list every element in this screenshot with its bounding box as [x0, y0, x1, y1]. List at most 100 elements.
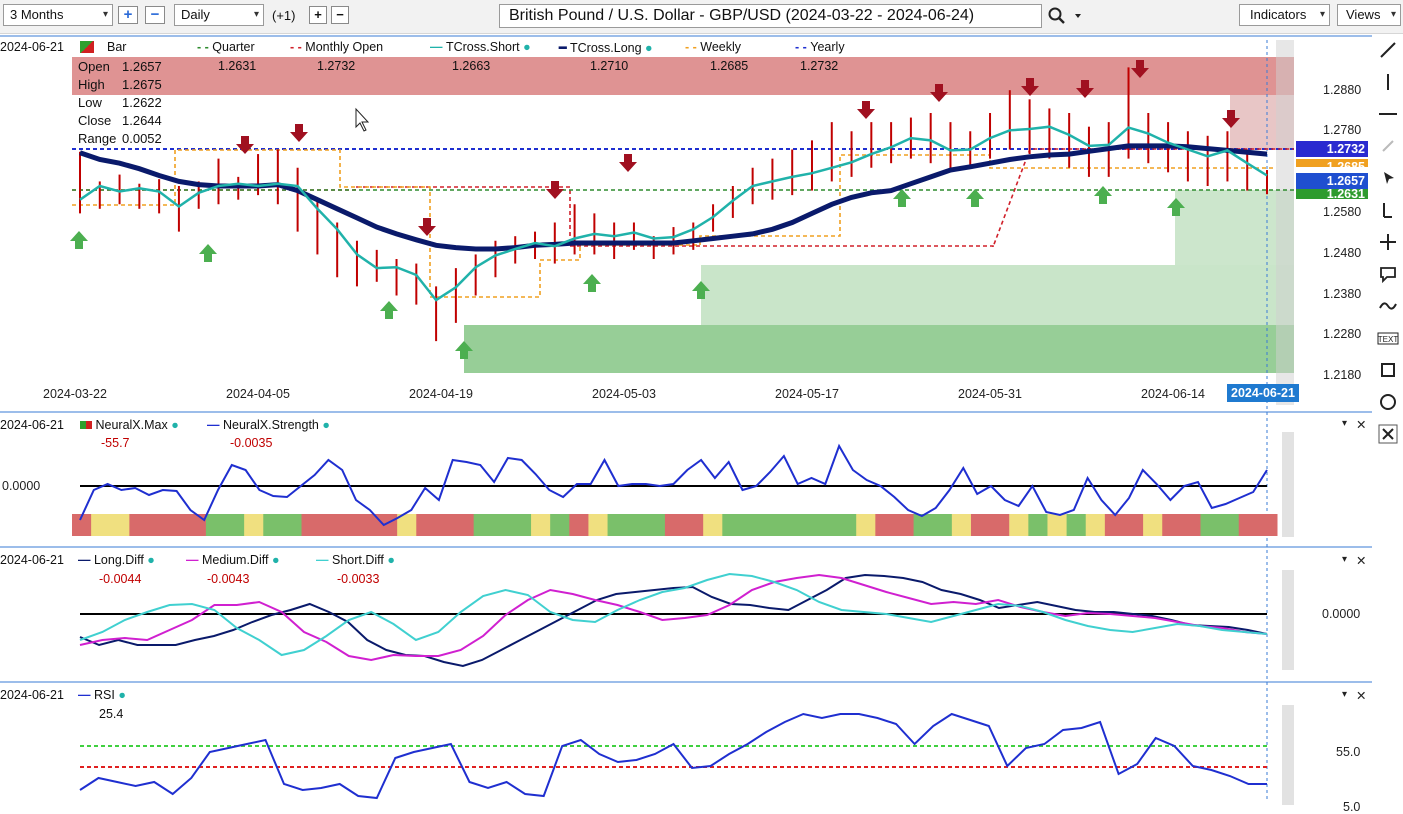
medium-diff-value: -0.0043 — [207, 572, 250, 586]
weekly-line — [72, 149, 1275, 298]
legend-yearly[interactable]: - - Yearly — [795, 40, 845, 54]
neuralx-cell — [607, 514, 628, 536]
buy-arrow-icon — [70, 231, 88, 249]
pen-tool-icon[interactable] — [1376, 134, 1400, 158]
legend-short-diff[interactable]: — Short.Diff ● — [316, 553, 395, 567]
neuralx-cell — [703, 514, 723, 536]
period-value: 3 Months — [10, 7, 64, 22]
neuralx-cell — [1238, 514, 1259, 536]
views-button[interactable]: Views ▾ — [1337, 4, 1401, 26]
future-zone — [1276, 40, 1294, 405]
pane-collapse-button[interactable]: ▾ — [1342, 689, 1348, 700]
legend-medium-diff[interactable]: — Medium.Diff ● — [186, 553, 280, 567]
chevron-down-icon: ▾ — [1319, 9, 1325, 20]
price-tag-quarter: 1.2631 — [1296, 189, 1368, 199]
ohlc-panel: Open 1.2657 High 1.2675 Low 1.2622 Close 1.2… — [78, 59, 178, 149]
legend-monthly-open-value: 1.2732 — [317, 59, 356, 73]
buy-arrow-icon — [380, 301, 398, 319]
legend-bar-label[interactable]: Bar — [107, 40, 127, 54]
neuralx-cell — [798, 514, 819, 536]
bar-icon — [80, 41, 94, 53]
interval-select[interactable]: Daily ▾ — [174, 4, 264, 26]
chart-canvas[interactable] — [0, 0, 1372, 814]
rsi-line — [79, 712, 1267, 800]
x-tick: 2024-05-03 — [592, 387, 656, 401]
neuralx-cell — [1123, 514, 1144, 536]
neuralx-cell — [263, 514, 283, 536]
neuralx-cell — [72, 514, 92, 536]
crosshair-tool-icon[interactable] — [1376, 230, 1400, 254]
diff-date: 2024-06-21 — [0, 553, 64, 567]
interval-value: Daily — [181, 7, 210, 22]
legend-neuralx-strength[interactable]: — NeuralX.Strength ● — [207, 418, 330, 432]
price-bars — [79, 67, 1268, 342]
vertical-line-tool-icon[interactable] — [1376, 70, 1400, 94]
ohlc-low-label: Low — [78, 95, 102, 110]
period-select[interactable]: 3 Months ▾ — [3, 4, 113, 26]
ellipse-tool-icon[interactable] — [1376, 390, 1400, 414]
legend-tcross-short[interactable]: — TCross.Short ● — [430, 40, 531, 54]
legend-tcross-long[interactable]: ━ TCross.Long ● — [559, 41, 653, 55]
instrument-title[interactable]: British Pound / U.S. Dollar - GBP/USD (2… — [499, 4, 1042, 28]
neuralx-cell — [110, 514, 130, 536]
search-button[interactable] — [1046, 5, 1086, 27]
neuralx-cell — [817, 514, 838, 536]
neuralx-strength-line — [79, 443, 1268, 527]
pane-close-button[interactable]: ✕ — [1356, 689, 1367, 703]
sell-arrow-icon — [930, 84, 948, 102]
sell-arrow-icon — [1076, 80, 1094, 98]
legend-monthly-open[interactable]: - - Monthly Open — [290, 40, 384, 54]
legend-quarter-value: 1.2631 — [218, 59, 257, 73]
neuralx-cell — [454, 514, 475, 536]
legend-rsi[interactable]: — RSI ● — [78, 688, 126, 702]
zoom-out-button[interactable]: − — [145, 6, 165, 24]
legend-medium-diff-label: Medium.Diff — [201, 553, 269, 567]
legend-neuralx-max-label: NeuralX.Max — [95, 418, 168, 432]
add-offset-button[interactable]: + — [309, 6, 327, 24]
legend-neuralx-max[interactable]: NeuralX.Max ● — [80, 418, 179, 432]
price-tag-yearly: 1.2732 — [1296, 141, 1368, 157]
buy-arrow-icon — [893, 189, 911, 207]
zoom-in-button[interactable]: + — [118, 6, 138, 24]
cursor-tool-icon[interactable] — [1376, 166, 1400, 190]
offset-label: (+1) — [272, 8, 296, 23]
legend-long-diff[interactable]: — Long.Diff ● — [78, 553, 155, 567]
neuralx-cell — [932, 514, 953, 536]
neuralx-cell — [205, 514, 226, 536]
short-diff-line — [79, 572, 1268, 657]
comment-tool-icon[interactable] — [1376, 262, 1400, 286]
neuralx-cell — [320, 514, 341, 536]
delete-drawings-icon[interactable] — [1376, 422, 1400, 446]
legend-weekly[interactable]: - - Weekly — [685, 40, 742, 54]
legend-quarter[interactable]: - - Quarter — [197, 40, 255, 54]
pane-close-button[interactable]: ✕ — [1356, 554, 1367, 568]
neuralx-cell — [225, 514, 245, 536]
rectangle-tool-icon[interactable] — [1376, 358, 1400, 382]
buy-arrow-icon — [966, 189, 984, 207]
neuralx-cell — [684, 514, 704, 536]
pane-close-button[interactable]: ✕ — [1356, 418, 1367, 432]
indicators-button[interactable]: Indicators ▾ — [1239, 4, 1330, 26]
future-zone — [1282, 705, 1294, 805]
sell-arrow-icon — [236, 136, 254, 154]
neuralx-cell — [626, 514, 647, 536]
neuralx-cell — [416, 514, 436, 536]
legend-tcross-short-value: 1.2663 — [452, 59, 491, 73]
signal-arrows — [70, 60, 1240, 359]
x-tick: 2024-03-22 — [43, 387, 107, 401]
x-tick: 2024-04-19 — [409, 387, 473, 401]
views-label: Views — [1346, 7, 1381, 22]
neuralx-cell — [531, 514, 551, 536]
pane-collapse-button[interactable]: ▾ — [1342, 554, 1348, 565]
text-tool-icon[interactable]: TEXT — [1376, 326, 1400, 350]
neuralx-cell — [951, 514, 972, 536]
pane-collapse-button[interactable]: ▾ — [1342, 418, 1348, 429]
neuralx-cell — [1219, 514, 1240, 536]
horizontal-line-tool-icon[interactable] — [1376, 102, 1400, 126]
trendline-tool-icon[interactable] — [1376, 38, 1400, 62]
wave-tool-icon[interactable] — [1376, 294, 1400, 318]
legend-short-diff-label: Short.Diff — [331, 553, 384, 567]
remove-offset-button[interactable]: − — [331, 6, 349, 24]
fib-tool-icon[interactable] — [1376, 198, 1400, 222]
rsi-tick-low: 5.0 — [1343, 800, 1361, 814]
